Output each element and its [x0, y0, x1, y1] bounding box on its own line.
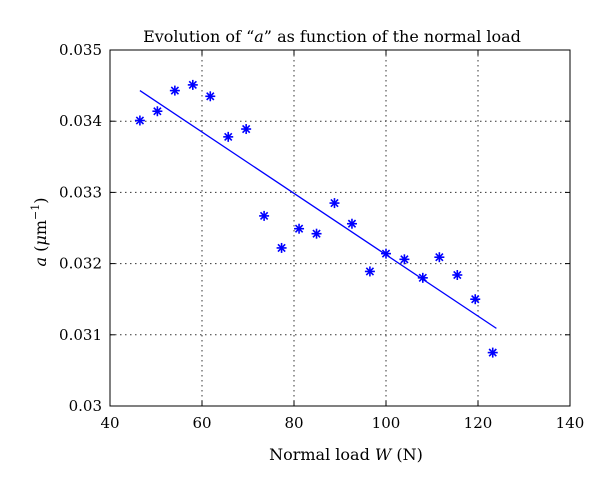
- data-point: [241, 124, 252, 135]
- data-point: [205, 91, 216, 102]
- data-point: [470, 294, 481, 305]
- y-tick-label: 0.032: [59, 255, 102, 273]
- x-tick-label: 120: [464, 414, 493, 432]
- y-tick-labels: 0.03 0.031 0.032 0.033 0.034 0.035: [59, 41, 102, 415]
- data-point: [152, 106, 163, 117]
- y-tick-label: 0.031: [59, 326, 102, 344]
- x-tick-labels: 40 60 80 100 120 140: [100, 414, 584, 432]
- data-point: [346, 218, 357, 229]
- chart-title: Evolution of “a” as function of the norm…: [143, 27, 521, 46]
- data-point: [134, 115, 145, 126]
- data-point: [169, 85, 180, 96]
- series: [134, 79, 498, 358]
- data-point: [223, 131, 234, 142]
- y-tick-label: 0.035: [59, 41, 102, 59]
- y-tick-label: 0.034: [59, 112, 102, 130]
- x-axis-label: Normal load W (N): [269, 445, 423, 464]
- data-point: [276, 242, 287, 253]
- axis-ticks: [109, 49, 571, 407]
- data-point: [311, 228, 322, 239]
- plot-frame: [109, 49, 571, 407]
- x-tick-label: 80: [284, 414, 303, 432]
- data-point: [259, 210, 270, 221]
- fit-line: [139, 90, 497, 329]
- x-tick-label: 40: [100, 414, 119, 432]
- y-axis-label: a (μm−1): [29, 198, 50, 267]
- data-point: [364, 266, 375, 277]
- data-point: [329, 198, 340, 209]
- data-point: [294, 223, 305, 234]
- y-tick-label: 0.03: [69, 397, 102, 415]
- data-point: [187, 79, 198, 90]
- x-tick-label: 140: [556, 414, 585, 432]
- data-point: [452, 269, 463, 280]
- x-tick-label: 60: [192, 414, 211, 432]
- data-point: [399, 254, 410, 265]
- x-tick-label: 100: [372, 414, 401, 432]
- grid: [110, 50, 570, 406]
- y-tick-label: 0.033: [59, 183, 102, 201]
- data-point: [487, 347, 498, 358]
- data-point: [434, 252, 445, 263]
